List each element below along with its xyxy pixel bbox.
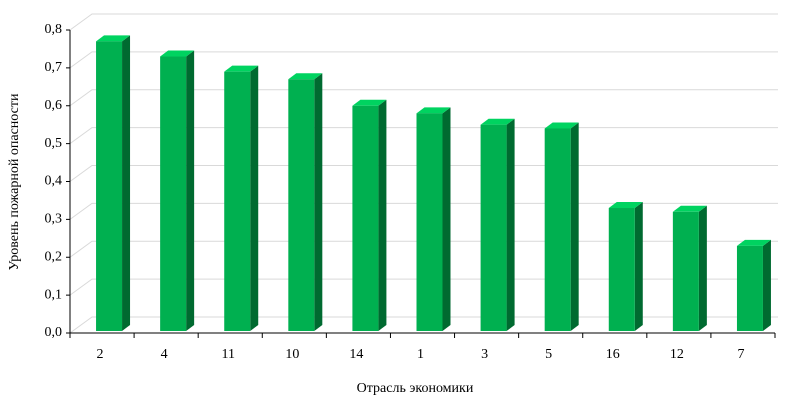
y-tick-label: 0,3	[45, 212, 63, 227]
grid-line	[69, 13, 778, 31]
bar	[224, 65, 259, 331]
bar-side	[570, 122, 579, 331]
bar-front	[288, 79, 315, 331]
y-tick-label: 0,0	[45, 325, 63, 340]
x-tick-label: 4	[161, 347, 168, 362]
x-tick-label: 1	[417, 347, 424, 362]
bar-side	[250, 65, 259, 331]
bar	[96, 35, 131, 332]
x-tick-label: 2	[97, 347, 104, 362]
bar-top	[160, 50, 195, 57]
bar-side	[186, 50, 195, 331]
y-axis-label: Уровень пожарной опасности	[7, 93, 22, 270]
bar	[544, 122, 579, 331]
y-tick-label: 0,7	[45, 60, 63, 75]
bar	[480, 118, 515, 331]
x-tick-label: 14	[349, 347, 363, 362]
y-tick-label: 0,5	[45, 136, 63, 151]
grid-line	[69, 89, 778, 107]
bar	[416, 107, 451, 331]
bar-top	[96, 35, 131, 42]
bar-top	[288, 73, 323, 80]
bar	[352, 99, 387, 331]
bar-front	[480, 124, 507, 331]
x-tick-label: 5	[545, 347, 552, 362]
bar-front	[544, 128, 571, 331]
bar-front	[160, 56, 187, 331]
y-tick-label: 0,8	[45, 22, 63, 37]
x-tick-label: 3	[481, 347, 488, 362]
bar-front	[352, 105, 379, 331]
bar-top	[544, 122, 579, 129]
y-tick-label: 0,4	[45, 174, 63, 189]
y-tick-label: 0,6	[45, 98, 63, 113]
x-tick-label: 7	[737, 347, 744, 362]
bar-top	[672, 205, 707, 212]
bar-side	[442, 107, 451, 331]
bar	[672, 205, 707, 331]
bar-front	[416, 113, 443, 331]
bar-front	[672, 211, 699, 331]
bar-top	[224, 65, 259, 72]
bar-side	[314, 73, 323, 332]
x-axis-label: Отрасль экономики	[357, 381, 474, 396]
bar-side	[762, 239, 771, 331]
y-tick-label: 0,2	[45, 249, 63, 264]
bar-top	[608, 202, 643, 209]
bar-top	[736, 239, 771, 246]
x-tick-label: 16	[606, 347, 620, 362]
bar-side	[698, 205, 707, 331]
x-tick-label: 10	[285, 347, 299, 362]
bar-front	[224, 71, 251, 331]
y-tick-label: 0,1	[45, 287, 63, 302]
x-tick-label: 12	[670, 347, 684, 362]
bar	[160, 50, 195, 331]
bar-side	[122, 35, 131, 332]
bar	[288, 73, 323, 332]
bar-side	[378, 99, 387, 331]
grid-line	[69, 51, 778, 69]
bar-front	[736, 245, 763, 331]
bar-top	[480, 118, 515, 125]
bar	[736, 239, 771, 331]
bar-top	[416, 107, 451, 114]
bar-side	[506, 118, 515, 331]
x-tick-label: 11	[221, 347, 234, 362]
bar-front	[608, 208, 635, 331]
bar-front	[96, 41, 123, 332]
bar	[608, 202, 643, 331]
bar-top	[352, 99, 387, 106]
bar-side	[634, 202, 643, 331]
